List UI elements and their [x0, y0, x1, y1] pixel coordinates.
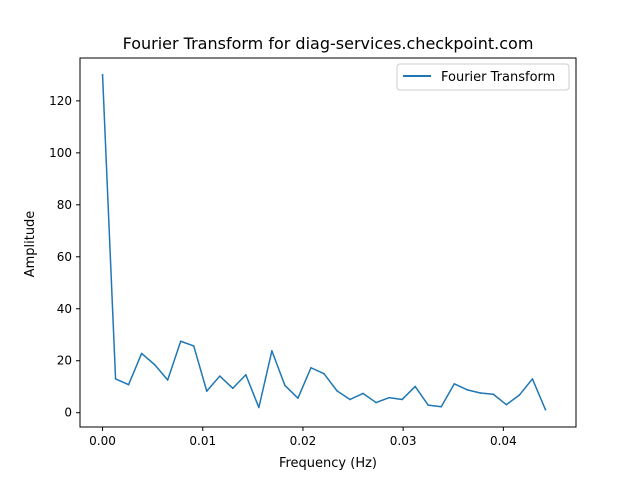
y-tick-label: 80 [57, 198, 72, 212]
y-tick-label: 0 [64, 406, 72, 420]
plot-frame [79, 57, 577, 428]
data-point [375, 401, 377, 404]
data-point [388, 396, 390, 399]
series-layer [101, 74, 547, 411]
data-point [153, 363, 156, 366]
data-point [245, 373, 247, 376]
data-point [310, 366, 312, 369]
x-tick-label: 0.02 [290, 434, 317, 448]
data-point [297, 397, 299, 399]
data-point [114, 378, 117, 380]
x-tick-label: 0.03 [390, 434, 417, 448]
data-point [362, 392, 364, 395]
data-point [479, 392, 482, 394]
y-tick-label: 20 [57, 354, 72, 368]
x-tick-label: 0.01 [189, 434, 216, 448]
data-point [232, 387, 234, 390]
data-point [218, 375, 221, 377]
y-tick-label: 120 [49, 94, 72, 108]
data-point [205, 390, 208, 392]
data-point [166, 379, 169, 381]
data-point [440, 405, 443, 408]
y-tick-label: 40 [57, 302, 72, 316]
tick-layer: 0.00 0.01 0.02 0.03 0.04 0 20 40 60 80 100 120 [49, 94, 517, 448]
data-point [505, 403, 508, 406]
data-point [271, 350, 273, 352]
data-point [192, 345, 195, 347]
data-point [401, 398, 403, 401]
data-point [414, 385, 416, 388]
y-tick-label: 100 [49, 146, 72, 160]
data-point [127, 383, 130, 386]
data-point [427, 404, 430, 406]
data-point [140, 352, 143, 355]
data-point [336, 390, 338, 392]
chart-title: Fourier Transform for diag-services.chec… [123, 34, 534, 53]
data-point [284, 384, 286, 387]
data-point [518, 394, 521, 396]
x-tick-label: 0.04 [490, 434, 517, 448]
legend-box [396, 63, 570, 91]
data-point [258, 406, 260, 409]
legend: Fourier Transform [396, 63, 570, 91]
data-point [349, 398, 351, 401]
y-tick-label: 60 [57, 250, 72, 264]
data-point [101, 74, 104, 76]
data-point [466, 389, 469, 391]
y-axis-label: Amplitude [23, 211, 38, 278]
data-point [492, 393, 495, 396]
data-point [531, 378, 534, 380]
data-point [544, 408, 547, 411]
data-point [453, 383, 456, 385]
data-point [179, 340, 182, 343]
x-axis-label: Frequency (Hz) [279, 456, 377, 471]
data-point [323, 372, 325, 375]
legend-entry-label: Fourier Transform [441, 70, 555, 85]
x-tick-label: 0.00 [89, 434, 116, 448]
